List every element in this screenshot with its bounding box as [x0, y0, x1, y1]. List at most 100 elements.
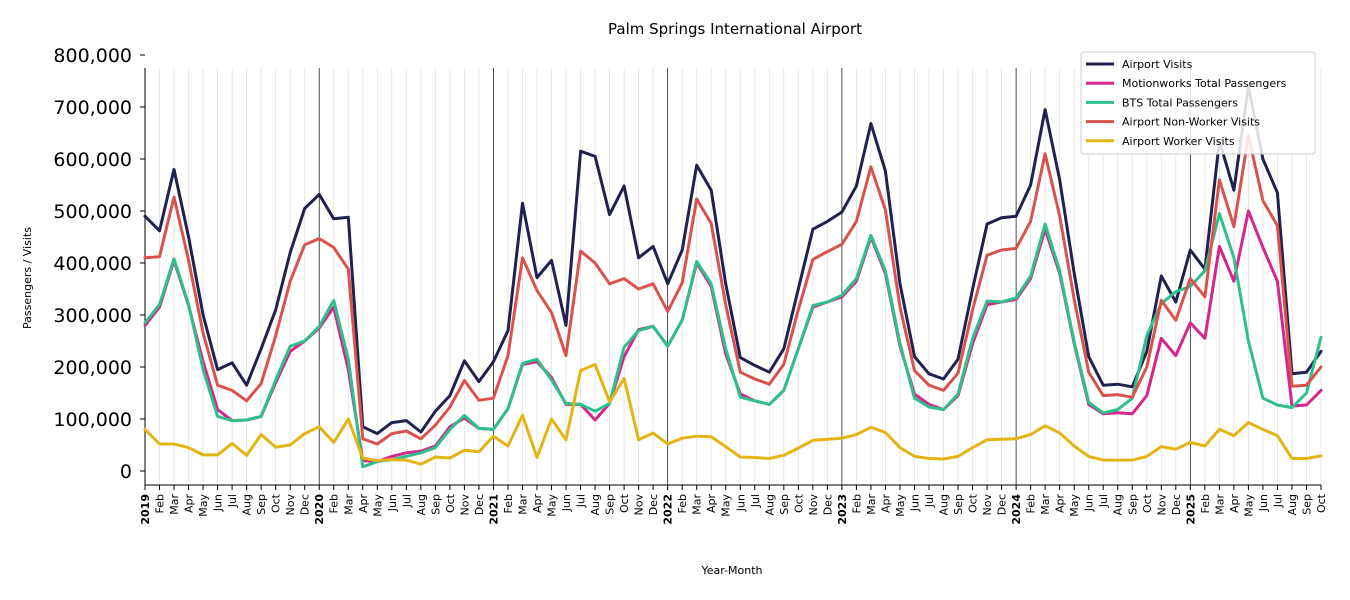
x-tick-label: Jun [386, 494, 399, 512]
x-tick-label: Feb [328, 494, 341, 513]
x-tick-label: Mar [342, 494, 355, 515]
x-tick-label: Mar [1213, 494, 1226, 515]
x-axis: 2019 Feb Mar Apr May Jun Jul Aug Sep Oct Nov Dec 202… [139, 484, 1328, 525]
x-tick-label: Aug [938, 494, 951, 515]
x-tick-label: Sep [952, 494, 965, 515]
y-tick-label: 600,000 [53, 149, 132, 171]
x-tick-label: Apr [183, 494, 196, 514]
legend-box [1080, 51, 1316, 155]
y-tick-label: 0 [120, 461, 132, 483]
x-tick-label: Apr [531, 494, 544, 514]
x-tick-label: Jun [908, 494, 921, 512]
x-tick-label: Oct [270, 493, 283, 513]
x-tick-label: Mar [865, 494, 878, 515]
x-tick-label: May [720, 494, 733, 517]
x-tick-label: Dec [821, 494, 834, 515]
x-tick-label: Apr [1228, 494, 1241, 514]
x-tick-label: 2024 [1010, 494, 1023, 525]
x-tick-label: Nov [284, 494, 297, 516]
x-tick-label: May [546, 494, 559, 517]
x-tick-label: Mar [516, 494, 529, 515]
y-tick-label: 200,000 [53, 357, 132, 379]
x-tick-label: Jul [400, 494, 413, 508]
x-tick-label: Sep [604, 494, 617, 515]
x-tick-label: Aug [589, 494, 602, 515]
y-tick-label: 700,000 [53, 97, 132, 119]
x-tick-label: Sep [1126, 494, 1139, 515]
x-tick-label: Nov [633, 494, 646, 516]
x-tick-label: Jul [923, 494, 936, 508]
legend-label: Airport Worker Visits [1122, 135, 1235, 148]
y-axis: 0 100,000 200,000 300,000 400,000 500,000 600,… [53, 45, 146, 485]
y-tick-label: 300,000 [53, 305, 132, 327]
x-tick-label: Aug [241, 494, 254, 515]
legend: Airport Visits Motionworks Total Passenge… [1080, 51, 1316, 155]
x-tick-label: Jul [575, 494, 588, 508]
x-tick-label: Sep [778, 494, 791, 515]
x-tick-label: Mar [168, 494, 181, 515]
legend-label: Airport Visits [1122, 58, 1193, 71]
x-tick-label: Nov [807, 494, 820, 516]
y-axis-label: Passengers / Visits [21, 227, 34, 329]
x-tick-label: Feb [676, 494, 689, 513]
legend-label: Motionworks Total Passengers [1122, 77, 1287, 90]
x-tick-label: Jul [1097, 494, 1110, 508]
x-tick-label: Oct [618, 493, 631, 513]
x-tick-label: Apr [705, 494, 718, 514]
x-tick-label: Dec [996, 494, 1009, 515]
x-tick-label: 2023 [836, 494, 849, 525]
y-tick-label: 800,000 [53, 45, 132, 67]
series-line [143, 134, 1323, 446]
x-tick-label: 2020 [313, 494, 326, 525]
x-tick-label: Jul [226, 494, 239, 508]
x-tick-label: Sep [1300, 494, 1313, 515]
x-tick-label: Nov [981, 494, 994, 516]
x-tick-label: May [371, 494, 384, 517]
x-tick-label: Dec [473, 494, 486, 515]
x-tick-label: Jul [1271, 494, 1284, 508]
y-tick-label: 100,000 [53, 409, 132, 431]
x-tick-label: Jun [212, 494, 225, 512]
x-tick-label: Dec [647, 494, 660, 515]
x-tick-label: Jun [1257, 494, 1270, 512]
x-tick-label: 2022 [662, 494, 675, 525]
x-tick-label: Jun [560, 494, 573, 512]
legend-label: BTS Total Passengers [1122, 96, 1238, 109]
x-tick-label: Jun [1083, 494, 1096, 512]
x-tick-label: Feb [154, 494, 167, 513]
x-axis-label: Year-Month [700, 564, 762, 577]
x-tick-label: Aug [415, 494, 428, 515]
x-tick-label: Oct [444, 493, 457, 513]
x-tick-label: Oct [792, 493, 805, 513]
x-tick-label: Feb [850, 494, 863, 513]
x-tick-label: May [894, 494, 907, 517]
x-tick-label: Oct [967, 493, 980, 513]
x-tick-label: Oct [1141, 493, 1154, 513]
x-tick-label: Jun [734, 494, 747, 512]
x-tick-label: Oct [1315, 493, 1328, 513]
x-tick-label: 2025 [1184, 494, 1197, 525]
x-tick-label: Apr [1054, 494, 1067, 514]
legend-label: Airport Non-Worker Visits [1122, 116, 1260, 129]
x-tick-label: Aug [763, 494, 776, 515]
x-tick-label: Aug [1286, 494, 1299, 515]
x-tick-label: Feb [502, 494, 515, 513]
x-tick-label: May [197, 494, 210, 517]
x-tick-label: Apr [879, 494, 892, 514]
x-tick-label: 2019 [139, 494, 152, 525]
y-tick-label: 400,000 [53, 253, 132, 275]
series-line [143, 212, 1323, 469]
x-tick-label: Mar [1039, 494, 1052, 515]
x-tick-label: Aug [1112, 494, 1125, 515]
x-tick-label: Dec [1170, 494, 1183, 515]
x-tick-label: 2021 [487, 494, 500, 525]
x-tick-label: Dec [299, 494, 312, 515]
x-tick-label: Mar [691, 494, 704, 515]
x-tick-label: May [1242, 494, 1255, 517]
y-tick-label: 500,000 [53, 201, 132, 223]
x-tick-label: May [1068, 494, 1081, 517]
series-line [143, 84, 1323, 436]
x-tick-label: Apr [357, 494, 370, 514]
x-tick-label: Feb [1199, 494, 1212, 513]
